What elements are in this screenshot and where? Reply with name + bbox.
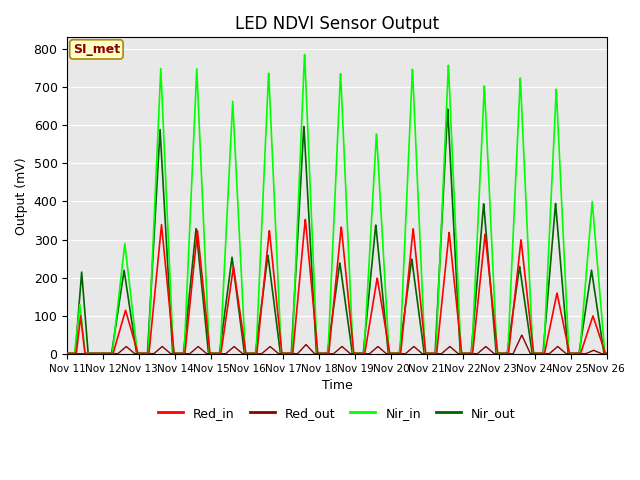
Legend: Red_in, Red_out, Nir_in, Nir_out: Red_in, Red_out, Nir_in, Nir_out	[153, 402, 521, 424]
X-axis label: Time: Time	[321, 379, 353, 392]
Y-axis label: Output (mV): Output (mV)	[15, 157, 28, 235]
Text: SI_met: SI_met	[73, 43, 120, 56]
Title: LED NDVI Sensor Output: LED NDVI Sensor Output	[235, 15, 439, 33]
